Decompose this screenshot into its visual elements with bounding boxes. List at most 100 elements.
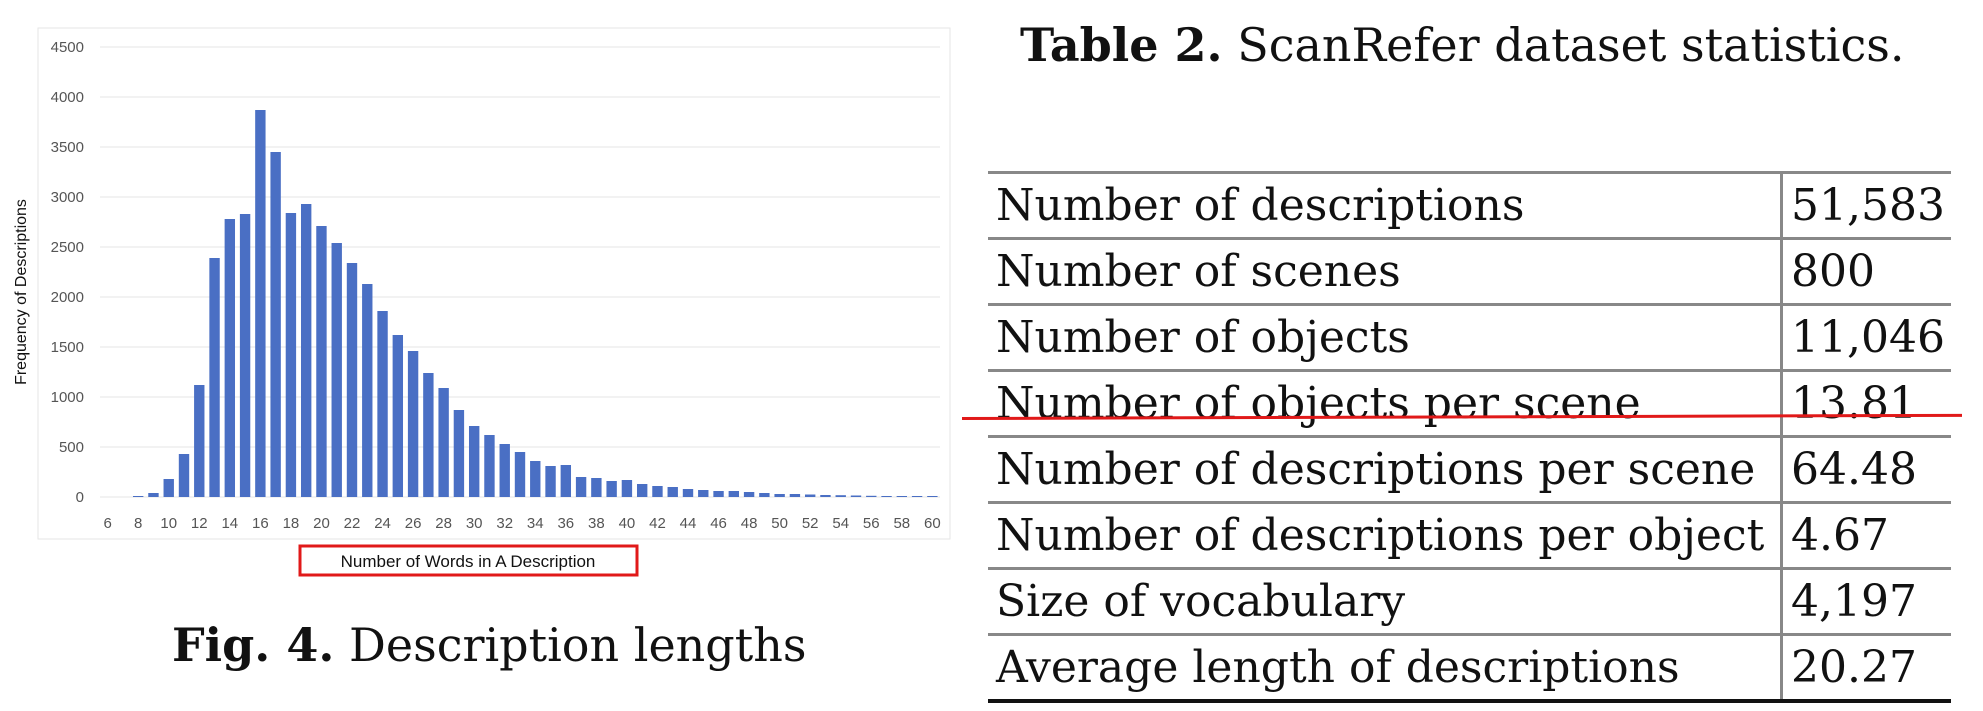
table-row-label: Number of descriptions [988,171,1782,240]
x-tick-label: 58 [893,515,910,532]
histogram-bar [255,110,266,497]
table-caption-text: ScanRefer dataset statistics. [1237,18,1905,72]
histogram-bar [606,481,617,497]
histogram-bar [453,410,465,497]
histogram-bar [881,496,892,497]
table-row-label: Number of descriptions per object [988,502,1782,570]
histogram-bar [896,496,908,497]
x-tick-label: 6 [103,515,111,532]
histogram-bar [209,258,220,497]
histogram-bar [652,486,663,497]
histogram-bar [316,226,327,497]
table-caption-label: Table 2. [1020,18,1223,72]
y-tick-label: 4000 [51,89,84,106]
histogram-chart: 0 500 1000 1500 2000 2500 3000 3500 4000 4500 6 8 10… [13,27,951,577]
table-row-label: Number of descriptions per scene [988,436,1782,504]
histogram-bar [545,466,556,497]
x-tick-label: 46 [710,515,727,532]
histogram-bar [713,491,724,497]
x-axis-label-highlight-box [298,544,639,577]
x-tick-label: 48 [741,515,758,532]
x-tick-label: 16 [252,515,269,532]
table-row: Number of descriptions per object 4.67 [988,502,1951,570]
figure-caption-label: Fig. 4. [172,618,335,672]
table-row-value: 13.81 [1779,370,1951,438]
y-tick-label: 2500 [51,239,84,256]
y-tick-label: 4500 [51,39,84,56]
plot-frame [37,27,951,540]
histogram-bar [331,243,342,497]
x-tick-label: 34 [527,515,544,532]
x-tick-label: 36 [557,515,574,532]
y-axis-label: Frequency of Descriptions [13,199,30,385]
histogram-bar [804,494,816,497]
x-tick-label: 8 [134,515,142,532]
histogram-bar [484,435,495,497]
table-row: Number of objects 11,046 [988,304,1951,372]
histogram-bar [362,284,373,497]
histogram-bar [499,444,510,497]
x-tick-label: 28 [435,515,452,532]
y-tick-label: 1000 [51,389,84,406]
histogram-bar [575,477,587,497]
histogram-bar [224,219,236,497]
histogram-bar [698,490,709,497]
table-row: Number of descriptions per scene 64.48 [988,436,1951,504]
table-row-value: 64.48 [1779,436,1951,504]
histogram-bar [911,496,923,497]
x-tick-label: 40 [619,515,636,532]
histogram-bar [178,454,190,497]
histogram-bar [392,335,404,497]
x-tick-label: 38 [588,515,605,532]
x-tick-label: 20 [313,515,330,532]
histogram-bar [728,491,740,497]
histogram-bar [866,495,877,497]
table-row-value: 20.27 [1779,634,1951,703]
histogram-bar [423,373,434,497]
histogram-bar [835,495,846,497]
histogram-bar [270,152,281,497]
y-tick-label: 2000 [51,289,84,306]
x-tick-label: 44 [680,515,697,532]
histogram-bar [820,495,831,497]
y-tick-label: 1500 [51,339,84,356]
histogram-bar [560,465,572,497]
histogram-bar [743,492,755,497]
x-axis-label: Number of Words in A Description [341,552,596,571]
table-row-value: 51,583 [1779,171,1951,240]
histogram-bar [621,480,633,497]
histogram-bar [346,263,358,497]
figure-caption: Fig. 4. Description lengths [172,618,806,672]
x-tick-label: 10 [160,515,177,532]
histogram-bar [468,426,480,497]
histogram-bar [148,493,159,497]
table-row-label: Number of objects per scene [988,370,1782,438]
table-row-value: 800 [1779,238,1951,306]
histogram-bar [759,493,770,497]
x-tick-label: 42 [649,515,666,532]
histogram-bar [667,487,678,497]
histogram-bar [285,213,297,497]
histogram-bar [300,204,312,497]
histogram-bar [194,385,205,497]
histogram-bar [850,495,862,497]
table-row-value: 4,197 [1779,568,1951,636]
statistics-table: Number of descriptions 51,583 Number of sc… [988,171,1951,703]
x-tick-label: 18 [283,515,300,532]
histogram-bar [789,494,801,497]
table-row-label: Average length of descriptions [988,634,1782,703]
histogram-bar [407,351,419,497]
table-row-value: 11,046 [1779,304,1951,372]
x-tick-label: 14 [221,515,238,532]
histogram-figure: 0 500 1000 1500 2000 2500 3000 3500 4000 4500 6 8 10… [0,0,960,711]
histogram-bar [927,496,938,497]
histogram-bar [682,489,694,497]
histogram-bar [774,494,785,497]
y-tick-label: 0 [76,489,84,506]
x-tick-label: 26 [405,515,422,532]
table-row: Number of descriptions 51,583 [988,171,1951,240]
table-caption: Table 2. ScanRefer dataset statistics. [1020,18,1904,72]
table-row: Number of objects per scene 13.81 [988,370,1951,438]
histogram-bar [239,214,251,497]
y-tick-label: 500 [59,439,84,456]
